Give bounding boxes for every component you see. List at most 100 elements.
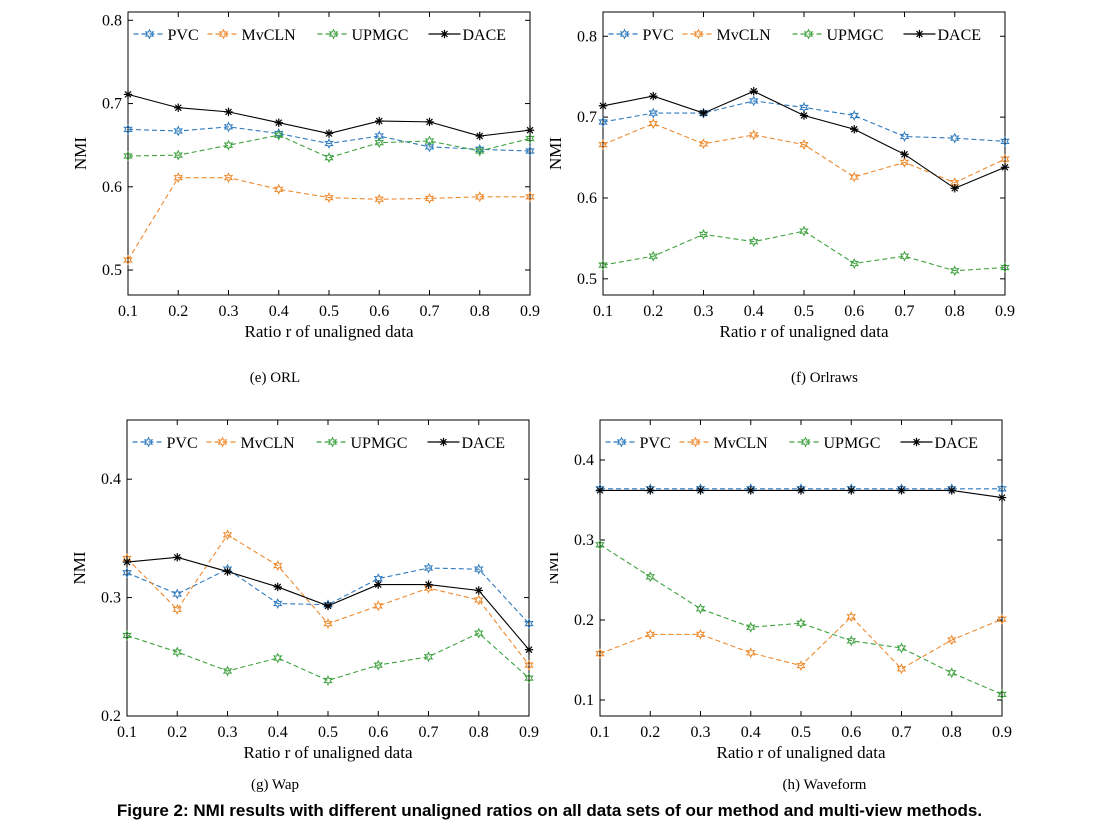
data-point [323,674,333,686]
series-dace [595,486,1007,502]
x-tick-label: 0.5 [318,724,338,741]
data-point [799,225,809,237]
data-point [595,539,605,551]
legend-marker [690,436,701,448]
data-point [524,672,534,684]
legend-label: MvCLN [242,27,297,44]
data-point [699,108,708,118]
data-point [749,87,758,96]
x-tick-label: 0.7 [419,724,439,741]
x-tick-label: 0.5 [794,303,814,320]
data-point [173,125,184,137]
series-upmgc [123,129,535,164]
data-point [1000,135,1010,147]
legend-item-dace: DACE [900,435,978,452]
chart-caption: (e) ORL [249,370,301,386]
legend-label: MvCLN [241,435,296,452]
x-tick-label: 0.2 [168,303,188,320]
chart-caption: (f) Orlraws [790,370,859,386]
chart-panel-orl: 0.1 0.2 0.3 0.4 0.5 0.6 0.7 0.8 0.9 0.5 0.6 0.7 0.8 R… [0,0,550,400]
data-point [698,228,709,240]
data-point [474,586,483,595]
data-point [796,660,806,672]
data-point [899,250,910,262]
data-point [474,143,485,155]
series-line [599,616,1003,670]
x-tick-label: 0.8 [470,303,490,320]
data-point [524,659,534,671]
chart-panel-orlraws: 0.1 0.2 0.3 0.4 0.5 0.6 0.7 0.8 0.9 0.5 0.6 0.7 0.8 R… [546,0,1099,400]
x-tick-label: 0.8 [942,724,962,741]
data-point [273,582,282,592]
legend-marker [440,29,449,39]
x-tick-label: 0.4 [268,724,288,741]
plot-area-frame [599,419,1003,717]
nmi-chart-orl: 0.1 0.2 0.3 0.4 0.5 0.6 0.7 0.8 0.9 0.5 0.6 0.7 0.8 R… [71,11,540,341]
data-point [698,138,709,150]
legend-marker [218,28,229,40]
data-point [1000,262,1010,274]
data-point [424,580,433,589]
data-point [323,601,333,611]
data-point [374,580,383,589]
legend-marker [144,28,155,40]
data-point [475,131,484,141]
x-axis-label: Ratio r of unaligned data [244,322,413,341]
legend-item-mvcln: MvCLN [206,435,296,452]
y-axis-label: NMI [71,137,90,170]
data-point [695,628,706,640]
data-point [373,659,384,671]
data-point [223,121,234,133]
data-point [947,486,956,495]
chart-caption: (g) Wap [250,777,300,793]
data-point [222,665,233,677]
y-tick-label: 0.3 [101,590,121,607]
x-tick-label: 0.3 [219,303,239,320]
data-point [173,149,184,161]
series-mvcln [595,611,1007,675]
data-point [595,486,605,495]
data-point [799,111,809,120]
x-tick-label: 0.9 [519,724,539,741]
legend-marker [328,28,339,40]
legend-item-upmgc: UPMGC [317,27,408,44]
series-line [127,134,531,159]
legend: PVC MvCLN UPMGC DACE [133,27,506,44]
x-tick-label: 0.7 [895,303,915,320]
legend-label: PVC [168,27,199,44]
legend-label: MvCLN [714,435,769,452]
data-point [796,617,806,629]
data-point [123,123,133,135]
x-tick-label: 0.3 [691,724,711,741]
data-point [272,652,283,664]
y-axis-label: NMI [550,551,562,584]
data-point [796,486,806,495]
chart-panel-waveform: 0.1 0.2 0.3 0.4 0.5 0.6 0.7 0.8 0.9 0.1 0.2 0.3 0.4 R… [543,405,1099,800]
legend-marker [803,28,814,40]
data-point [424,141,435,153]
data-point [223,567,232,576]
series-pvc [123,121,535,157]
data-point [946,667,957,679]
data-point [474,191,485,203]
x-tick-label: 0.8 [469,724,489,741]
data-point [897,486,906,495]
data-point [122,567,132,579]
data-point [172,603,183,615]
x-tick-label: 0.9 [992,724,1012,741]
data-point [598,101,608,110]
x-tick-label: 0.6 [844,303,864,320]
x-tick-label: 0.9 [520,303,540,320]
legend-label: DACE [938,27,982,44]
series-line [602,122,1006,184]
data-point [374,137,385,149]
y-tick-label: 0.8 [577,28,597,45]
data-point [324,138,334,150]
data-point [1000,163,1010,172]
data-point [123,254,133,266]
data-point [474,145,485,157]
data-point [748,129,759,141]
data-point [272,560,283,572]
data-point [696,486,705,495]
data-point [123,150,133,162]
